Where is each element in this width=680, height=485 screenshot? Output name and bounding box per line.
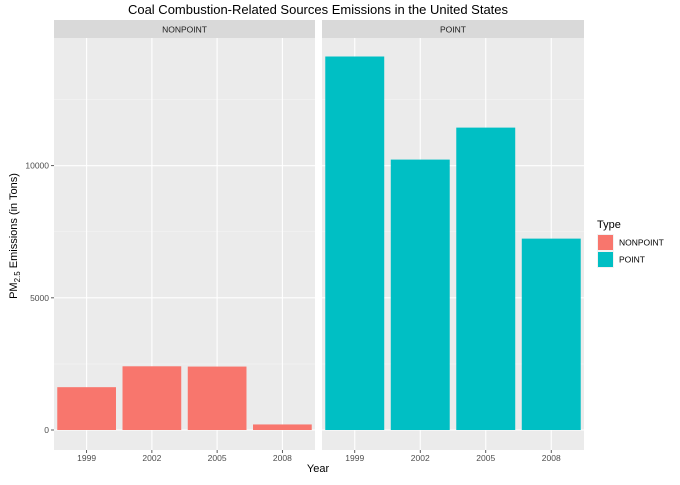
panel-background: [54, 38, 315, 450]
bar: [122, 366, 182, 430]
facet-panel: NONPOINT 1999 2002 2005 2008: [54, 20, 315, 463]
y-axis: 0 5000 10000: [25, 161, 54, 435]
legend-label: POINT: [619, 255, 645, 265]
chart-title: Coal Combustion-Related Sources Emission…: [128, 2, 509, 17]
x-tick-label: 2005: [208, 453, 227, 463]
bar: [325, 56, 385, 430]
x-tick-label: 1999: [345, 453, 364, 463]
bar: [57, 387, 116, 430]
legend-swatch: [598, 252, 613, 267]
y-tick-label: 10000: [25, 161, 49, 171]
facet-strip: [322, 20, 584, 38]
y-axis-label-prefix: PM: [8, 282, 20, 299]
y-axis-label-suffix: Emissions (in Tons): [8, 173, 20, 271]
facet-strip: [54, 20, 315, 38]
x-tick-label: 2008: [542, 453, 561, 463]
legend-label: NONPOINT: [619, 238, 664, 248]
x-tick-label: 1999: [77, 453, 96, 463]
y-tick-label: 5000: [30, 293, 49, 303]
bar: [456, 127, 516, 430]
y-axis-label: PM2.5 Emissions (in Tons): [8, 173, 22, 299]
y-axis-label-subscript: 2.5: [13, 271, 22, 283]
bar: [187, 366, 247, 430]
bar: [521, 238, 581, 430]
legend-swatch: [598, 235, 613, 250]
bar: [253, 424, 312, 430]
facet-strip-label: NONPOINT: [162, 25, 207, 35]
legend-title: Type: [597, 219, 621, 231]
x-tick-label: 2008: [273, 453, 292, 463]
legend: Type NONPOINT POINT: [597, 219, 664, 268]
facet-strip-label: POINT: [440, 25, 466, 35]
facet-panel: POINT 1999 2002 2005 2008: [322, 20, 584, 463]
y-tick-label: 0: [44, 425, 49, 435]
facets: NONPOINT 1999 2002 2005 2008 POINT 1999 2002 200…: [54, 20, 584, 463]
x-tick-label: 2005: [476, 453, 495, 463]
x-tick-label: 2002: [411, 453, 430, 463]
x-axis-label: Year: [307, 463, 330, 475]
bar: [390, 159, 450, 430]
x-tick-label: 2002: [142, 453, 161, 463]
